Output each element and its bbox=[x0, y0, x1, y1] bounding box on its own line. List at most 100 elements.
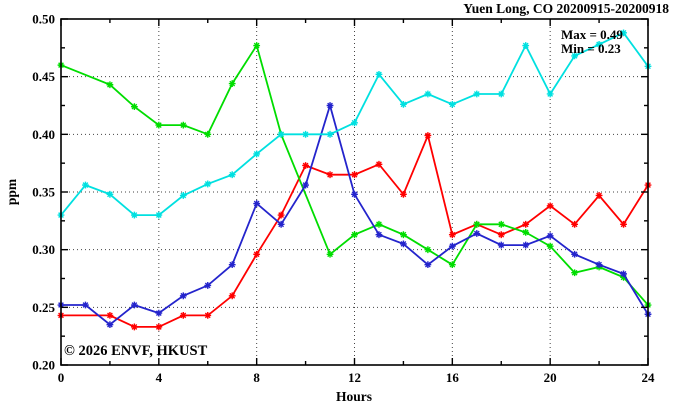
blue-series-marker bbox=[351, 190, 358, 198]
cyan-series-marker bbox=[497, 90, 505, 98]
green-series-marker bbox=[228, 80, 236, 87]
blue-series-marker bbox=[473, 230, 481, 237]
blue-series-marker bbox=[522, 241, 530, 249]
green-series-marker bbox=[179, 121, 187, 129]
blue-series-marker bbox=[595, 261, 603, 269]
green-series-marker bbox=[130, 103, 138, 111]
blue-series-marker bbox=[82, 301, 89, 309]
green-series-marker bbox=[351, 231, 358, 239]
red-series-marker bbox=[302, 162, 309, 169]
x-tick-label: 0 bbox=[58, 370, 65, 385]
red-series-marker bbox=[228, 292, 236, 300]
cyan-series-marker bbox=[302, 130, 309, 138]
blue-series-marker bbox=[448, 242, 456, 250]
red-series-marker bbox=[204, 312, 212, 319]
blue-series-marker bbox=[106, 321, 114, 329]
green-series-marker bbox=[522, 228, 530, 236]
red-series-marker bbox=[277, 211, 285, 219]
red-series-marker bbox=[179, 312, 187, 319]
y-tick-label: 0.40 bbox=[32, 127, 55, 142]
green-series-marker bbox=[546, 242, 554, 250]
blue-series-marker bbox=[130, 301, 138, 309]
cyan-series bbox=[57, 29, 652, 219]
red-series-marker bbox=[497, 231, 505, 239]
red-series-marker bbox=[155, 323, 163, 331]
green-series-marker bbox=[155, 121, 163, 129]
red-series-marker bbox=[448, 231, 456, 239]
x-tick-label: 16 bbox=[446, 370, 460, 385]
chart-title: Yuen Long, CO 20200915-20200918 bbox=[463, 1, 669, 16]
green-series-marker bbox=[204, 130, 212, 138]
cyan-series-marker bbox=[522, 42, 530, 49]
green-series-marker bbox=[326, 250, 334, 258]
green-series-marker bbox=[473, 220, 481, 228]
y-tick-label: 0.20 bbox=[32, 358, 55, 373]
cyan-series-marker bbox=[400, 100, 407, 108]
x-tick-label: 24 bbox=[642, 370, 656, 385]
x-tick-label: 12 bbox=[348, 370, 361, 385]
blue-series-marker bbox=[253, 200, 261, 207]
blue-series-marker bbox=[302, 181, 309, 189]
x-tick-label: 8 bbox=[253, 370, 260, 385]
data-series bbox=[57, 29, 652, 331]
red-series-marker bbox=[130, 323, 138, 331]
x-tick-label: 4 bbox=[156, 370, 163, 385]
watermark: © 2026 ENVF, HKUST bbox=[64, 343, 208, 359]
cyan-series-marker bbox=[204, 180, 212, 188]
cyan-series-marker bbox=[546, 90, 554, 98]
cyan-series-marker bbox=[179, 192, 187, 199]
axes-and-ticks bbox=[60, 18, 649, 366]
red-series-marker bbox=[253, 250, 261, 258]
blue-series-marker bbox=[620, 270, 627, 278]
blue-series-marker bbox=[497, 241, 505, 249]
blue-series-marker bbox=[204, 282, 212, 289]
green-series-marker bbox=[448, 261, 456, 269]
blue-series-marker bbox=[400, 240, 407, 248]
blue-series-marker bbox=[228, 261, 236, 269]
green-series-marker bbox=[400, 231, 407, 239]
min-annotation: Min = 0.23 bbox=[561, 41, 621, 56]
cyan-series-marker bbox=[424, 90, 432, 98]
red-series-line bbox=[61, 132, 649, 328]
green-series-marker bbox=[106, 81, 114, 89]
y-tick-label: 0.30 bbox=[32, 242, 55, 257]
cyan-series-marker bbox=[253, 150, 261, 158]
cyan-series-marker bbox=[351, 119, 358, 127]
red-series-marker bbox=[595, 192, 603, 199]
cyan-series-marker bbox=[277, 130, 285, 138]
x-tick-label: 20 bbox=[544, 370, 557, 385]
blue-series-marker bbox=[546, 232, 554, 240]
red-series-marker bbox=[424, 132, 432, 139]
cyan-series-marker bbox=[228, 171, 236, 179]
red-series-marker bbox=[620, 220, 627, 228]
y-tick-label: 0.35 bbox=[32, 185, 55, 200]
red-series-marker bbox=[326, 171, 334, 179]
blue-series-marker bbox=[375, 231, 383, 239]
blue-series-marker bbox=[424, 261, 432, 269]
green-series-marker bbox=[620, 273, 627, 281]
cyan-series-marker bbox=[155, 211, 163, 219]
x-axis-label: Hours bbox=[336, 389, 372, 404]
blue-series-marker bbox=[326, 102, 334, 109]
cyan-series-marker bbox=[571, 52, 579, 60]
y-tick-label: 0.25 bbox=[32, 300, 55, 315]
cyan-series-marker bbox=[448, 100, 456, 108]
green-series-marker bbox=[424, 246, 432, 254]
cyan-series-marker bbox=[375, 70, 383, 78]
red-series-marker bbox=[351, 171, 358, 179]
cyan-series-marker bbox=[620, 29, 627, 37]
red-series-marker bbox=[522, 220, 530, 228]
y-tick-label: 0.45 bbox=[32, 69, 55, 84]
cyan-series-marker bbox=[473, 90, 481, 98]
green-series-marker bbox=[497, 220, 505, 228]
cyan-series-marker bbox=[82, 181, 89, 189]
cyan-series-marker bbox=[326, 130, 334, 138]
green-series-marker bbox=[571, 269, 579, 277]
red-series-marker bbox=[375, 160, 383, 168]
red-series-marker bbox=[106, 312, 114, 319]
cyan-series-marker bbox=[595, 40, 603, 48]
max-annotation: Max = 0.49 bbox=[561, 27, 623, 42]
green-series-marker bbox=[253, 42, 261, 49]
